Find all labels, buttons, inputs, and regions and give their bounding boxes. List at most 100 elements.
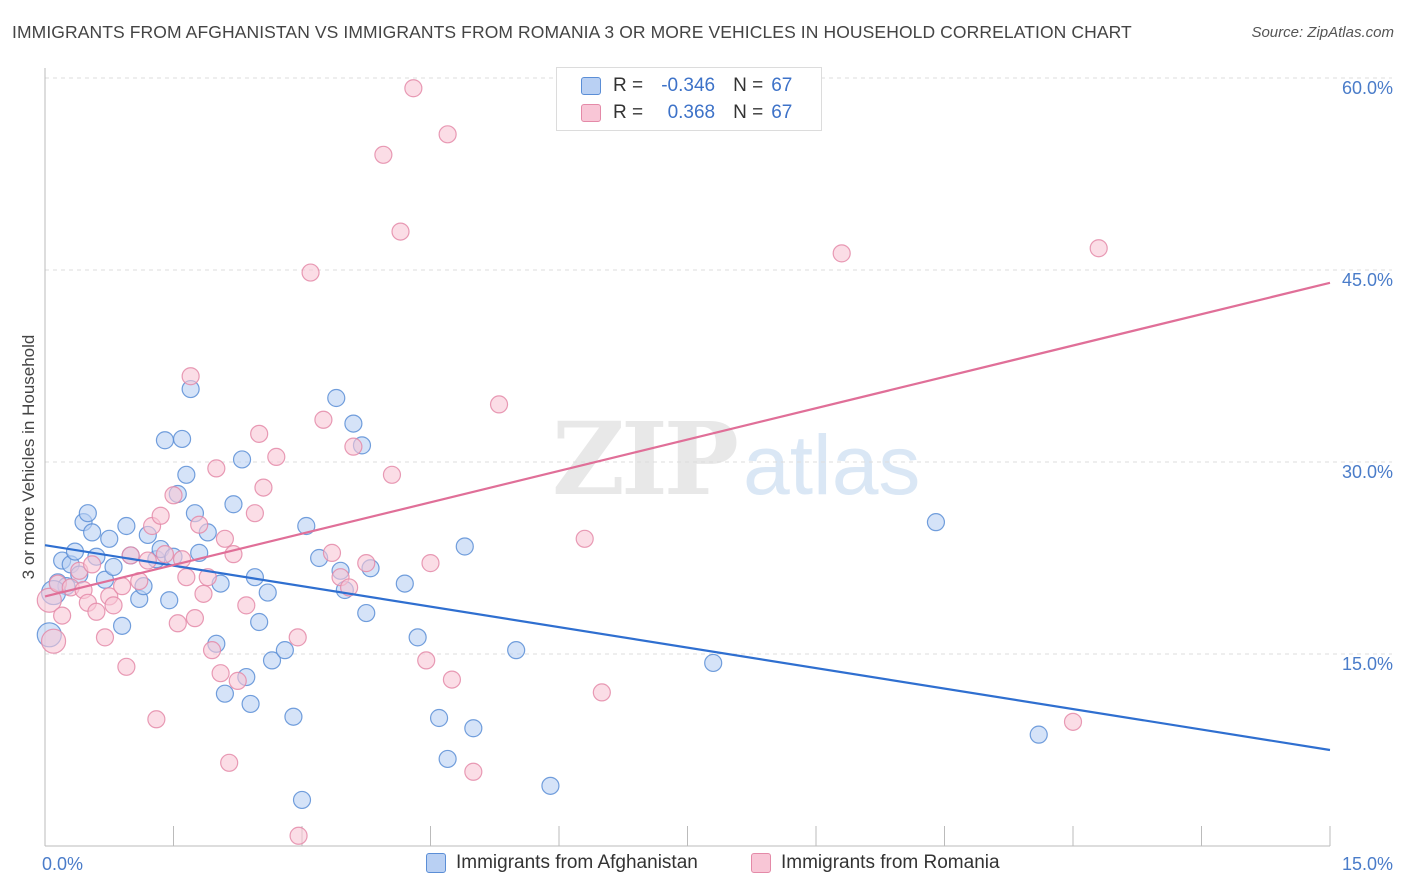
watermark-zip: ZIP [552,400,739,518]
data-point-afghanistan [327,388,346,408]
data-point-romania [438,125,457,144]
data-point-afghanistan [926,513,946,532]
data-point-afghanistan [100,529,119,548]
data-point-romania [288,628,307,647]
data-point-afghanistan [232,450,252,469]
data-point-romania [382,465,402,484]
legend-n-label: N = [733,102,764,123]
legend-n-label: N = [733,75,764,96]
data-point-romania [215,529,234,548]
legend-r-label: R = [613,102,644,123]
data-point-romania [489,395,509,414]
legend-n-value: 67 [771,75,793,96]
data-point-romania [168,614,187,633]
data-point-romania [254,478,273,497]
data-point-romania [207,459,226,478]
data-point-afghanistan [262,651,282,670]
data-point-romania [344,437,363,456]
y-tick-label: 15.0% [1342,654,1393,674]
data-point-afghanistan [215,684,234,703]
trend-line-afghanistan [44,544,1331,752]
y-tick-label: 60.0% [1342,78,1393,98]
data-point-afghanistan [344,414,363,433]
data-point-afghanistan [155,431,175,450]
x-tick-label: 15.0% [1342,854,1393,874]
series-afghanistan-points [36,379,1048,810]
data-point-romania [117,657,136,676]
data-point-romania [112,577,132,596]
data-point-romania [40,628,67,654]
data-point-afghanistan [160,591,179,610]
data-point-romania [194,584,213,603]
legend-swatch-romania [581,104,601,122]
data-point-romania [147,710,166,729]
data-point-romania [322,543,342,562]
data-point-romania [83,555,102,574]
data-point-afghanistan [429,708,449,728]
data-point-afghanistan [258,583,277,602]
data-point-romania [53,606,72,625]
data-point-romania [267,447,286,466]
legend-swatch-afghanistan [426,853,446,873]
watermark: ZIPatlas [552,400,920,518]
data-point-romania [164,486,183,505]
data-point-romania [417,651,436,670]
data-point-romania [442,670,462,689]
data-point-romania [592,683,611,702]
data-point-romania [421,554,440,573]
data-point-afghanistan [112,616,132,635]
x-tick-label: 0.0% [42,854,83,874]
data-point-romania [250,424,269,443]
data-point-romania [404,79,423,98]
watermark-atlas: atlas [742,418,921,512]
y-tick-label: 45.0% [1342,270,1393,290]
legend-swatch-afghanistan [581,77,601,95]
data-point-afghanistan [172,429,192,449]
data-point-romania [374,145,393,164]
data-point-afghanistan [177,465,196,484]
trend-line-romania [44,281,1331,598]
data-point-romania [1063,712,1083,731]
data-point-afghanistan [455,537,474,556]
data-point-romania [104,596,123,615]
data-point-romania [95,628,115,647]
data-point-afghanistan [250,612,269,632]
chart-title: IMMIGRANTS FROM AFGHANISTAN VS IMMIGRANT… [12,22,1132,42]
series-legend: Immigrants from Afghanistan Immigrants f… [0,852,1406,878]
data-point-afghanistan [275,641,294,660]
grid-lines [45,77,1392,655]
data-point-afghanistan [284,707,303,726]
legend-item-romania: Immigrants from Romania [751,852,1000,874]
data-point-romania [198,568,217,587]
data-point-afghanistan [357,603,376,623]
data-point-romania [155,545,175,564]
legend-item-afghanistan: Immigrants from Afghanistan [426,852,698,874]
data-point-romania [1089,239,1108,258]
data-point-afghanistan [292,790,312,810]
data-point-afghanistan [704,653,723,673]
data-point-romania [228,671,247,690]
legend-r-value: -0.346 [661,75,716,96]
data-point-romania [245,504,264,523]
correlation-legend: R = -0.346 N = 67 R = 0.368 N = 67 [556,67,822,131]
data-point-afghanistan [395,574,414,593]
data-point-romania [301,263,320,282]
legend-row-romania: R = 0.368 N = 67 [581,101,792,125]
y-axis-title: 3 or more Vehicles in Household [19,335,38,580]
legend-r-label: R = [613,75,644,96]
data-point-romania [464,762,483,781]
data-point-romania [340,578,359,597]
data-point-romania [575,529,594,548]
legend-row-afghanistan: R = -0.346 N = 67 [581,74,792,98]
data-point-afghanistan [408,628,427,647]
data-point-romania [314,410,333,429]
data-point-romania [357,554,376,573]
data-point-afghanistan [507,641,526,660]
y-tick-label: 30.0% [1342,462,1393,482]
data-point-romania [87,602,106,621]
data-point-romania [832,244,851,263]
data-point-romania [220,753,239,772]
axis-labels: 15.0% 30.0% 45.0% 60.0% 0.0% 15.0% 3 or more V… [19,78,1393,874]
data-point-afghanistan [438,749,457,769]
data-point-afghanistan [224,495,243,514]
